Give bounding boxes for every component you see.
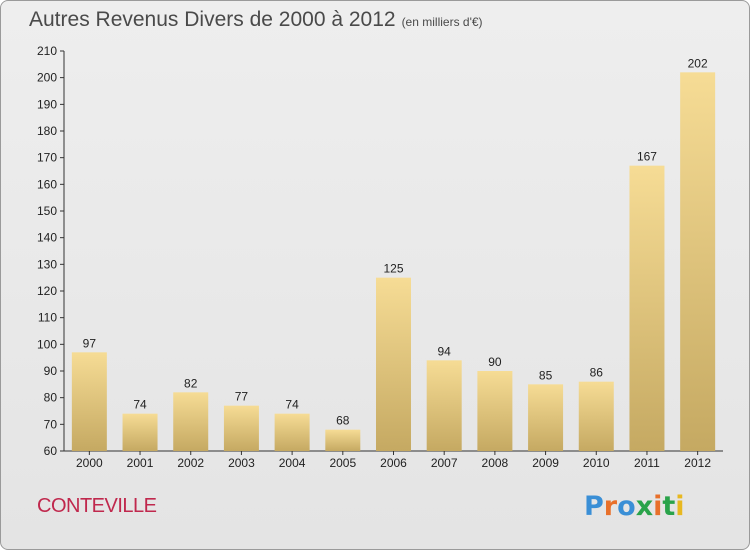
y-tick-label: 110 <box>38 311 57 325</box>
bar-value-label: 82 <box>184 376 198 390</box>
x-tick-label: 2011 <box>634 456 660 470</box>
bar-value-label: 125 <box>383 262 403 276</box>
bar-2011 <box>629 165 665 451</box>
y-tick-label: 60 <box>44 444 58 458</box>
y-tick-label: 160 <box>37 177 57 191</box>
bar-2002 <box>173 392 209 451</box>
y-tick-label: 150 <box>37 204 57 218</box>
bar-2003 <box>223 405 259 451</box>
bar-2001 <box>122 413 158 451</box>
y-tick-label: 70 <box>44 417 58 431</box>
bar-value-label: 74 <box>133 398 147 412</box>
bar-2006 <box>376 277 411 451</box>
y-tick-label: 80 <box>44 391 58 405</box>
bar-value-label: 85 <box>539 368 553 382</box>
x-tick-label: 2006 <box>380 456 407 470</box>
bar-value-label: 94 <box>438 344 452 358</box>
bar-2000 <box>71 352 107 451</box>
x-tick-label: 2000 <box>76 456 103 470</box>
x-tick-label: 2012 <box>684 456 711 470</box>
y-axis: 60 70 80 90 100 110 120 130 140 150 160 170 180 190 20… <box>37 44 65 458</box>
bar-2010 <box>578 381 614 451</box>
y-tick-label: 180 <box>37 124 57 138</box>
y-tick-label: 100 <box>37 337 57 351</box>
logo-letter: r <box>603 491 618 522</box>
chart-title-main: Autres Revenus Divers de 2000 à 2012 <box>29 8 396 31</box>
bar-2007 <box>426 360 462 451</box>
logo-letter: i <box>675 491 685 522</box>
x-tick-label: 2005 <box>329 456 356 470</box>
logo-letter: i <box>653 491 663 522</box>
commune-name: CONTEVILLE <box>37 495 157 517</box>
bar-value-label: 68 <box>336 414 350 428</box>
y-tick-label: 210 <box>37 44 57 58</box>
x-tick-label: 2010 <box>583 456 610 470</box>
bar-value-label: 86 <box>590 366 604 380</box>
bar-value-label: 74 <box>285 398 299 412</box>
x-tick-label: 2007 <box>431 456 458 470</box>
bar-2009 <box>528 384 564 451</box>
y-tick-label: 130 <box>37 257 57 271</box>
bar-value-label: 202 <box>688 56 708 70</box>
y-tick-label: 120 <box>37 284 57 298</box>
x-tick-label: 2004 <box>279 456 306 470</box>
bar-value-label: 90 <box>488 355 502 369</box>
chart-subtitle: (en milliers d'€) <box>401 15 483 29</box>
x-tick-label: 2009 <box>532 456 559 470</box>
logo-letter: P <box>584 491 604 522</box>
y-tick-label: 170 <box>37 151 57 165</box>
x-tick-label: 2008 <box>482 456 509 470</box>
y-tick-label: 190 <box>37 97 57 111</box>
chart-title: Autres Revenus Divers de 2000 à 2012 (en … <box>29 8 483 32</box>
logo-letter: o <box>617 491 636 522</box>
bars: 97 74 82 77 74 68 125 94 90 85 86 167 202 <box>71 56 716 451</box>
bar-value-label: 167 <box>637 150 657 164</box>
bar-2004 <box>274 413 310 451</box>
bar-2008 <box>477 371 513 451</box>
logo-letter: x <box>635 491 654 522</box>
proxiti-logo[interactable]: Proxiti <box>584 491 685 522</box>
bar-value-label: 77 <box>235 390 249 404</box>
y-tick-label: 90 <box>44 364 58 378</box>
x-tick-label: 2003 <box>228 456 255 470</box>
bar-value-label: 97 <box>83 336 97 350</box>
bar-2012 <box>680 72 716 451</box>
x-tick-label: 2002 <box>177 456 204 470</box>
bar-2005 <box>325 429 361 451</box>
y-tick-label: 200 <box>37 71 57 85</box>
x-axis: 2000 2001 2002 2003 2004 2005 2006 2007 2008 2009… <box>64 450 723 470</box>
x-tick-label: 2001 <box>127 456 154 470</box>
logo-letter: t <box>662 491 676 522</box>
y-tick-label: 140 <box>37 231 57 245</box>
